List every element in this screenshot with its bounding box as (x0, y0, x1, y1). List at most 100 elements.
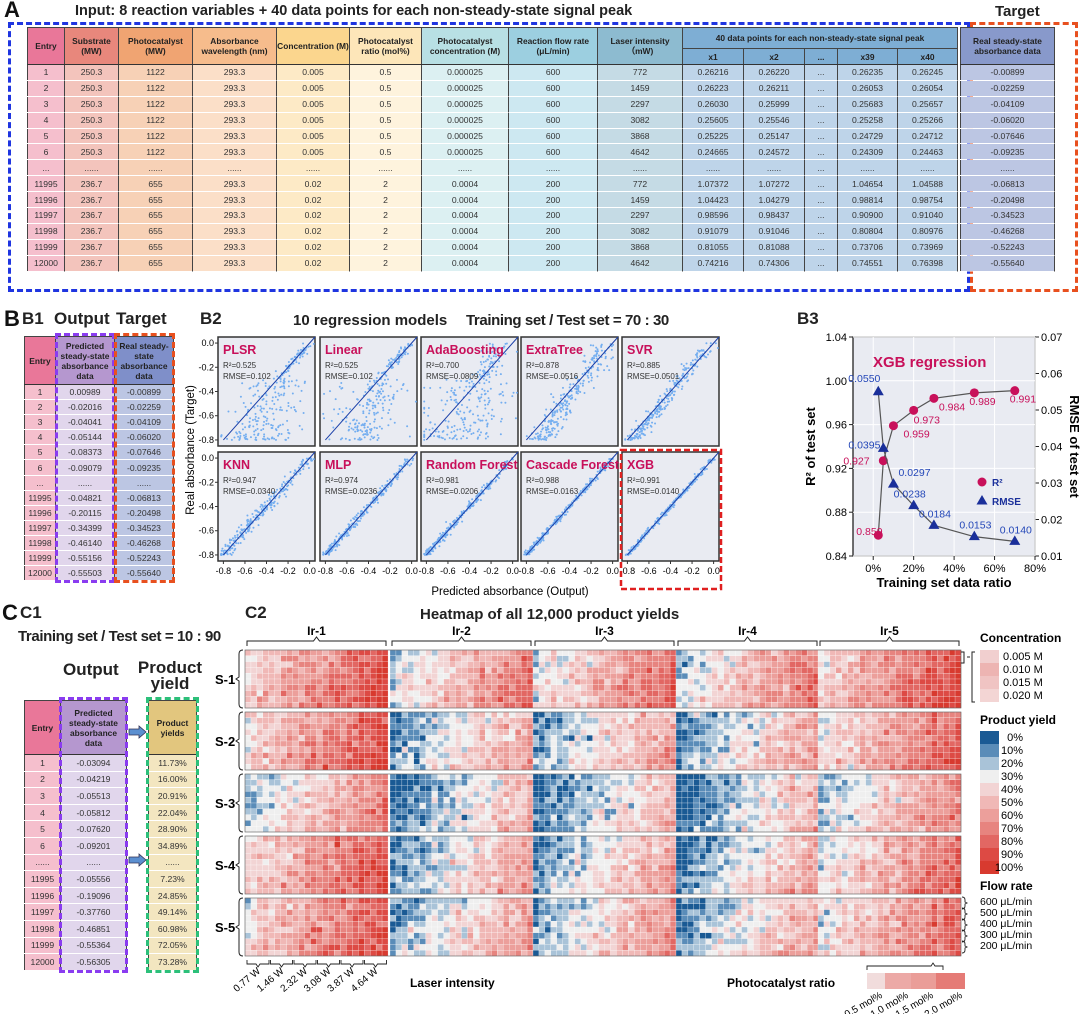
heatmap-cell (841, 661, 848, 668)
scatter-point (542, 427, 545, 430)
heatmap-cell (562, 673, 569, 680)
heatmap-cell (250, 764, 258, 771)
rmse-label: RMSE=0.102 (223, 372, 271, 381)
heatmap-cell (509, 740, 516, 747)
scatter-point (705, 342, 708, 345)
heatmap-cell (574, 684, 581, 691)
table-cell: 3868 (597, 128, 683, 145)
heatmap-cell (268, 649, 275, 656)
heatmap-cell (244, 702, 252, 709)
heatmap-cell (358, 723, 365, 730)
scatter-point (382, 396, 385, 399)
scatter-point (282, 394, 285, 397)
heatmap-cell (777, 696, 784, 703)
heatmap-cell (550, 684, 558, 691)
heatmap-cell (801, 690, 808, 697)
c1-yield-title: Product yield (137, 658, 203, 693)
heatmap-cell (771, 649, 778, 656)
heatmap-cell (841, 667, 848, 674)
scatter-point (268, 385, 271, 388)
scatter-point (645, 529, 648, 532)
chart-title: XGB regression (873, 354, 986, 371)
heatmap-cell (473, 711, 480, 718)
heatmap-cell (268, 729, 275, 736)
scatter-point (423, 411, 426, 414)
heatmap-cell (449, 655, 456, 662)
rmse-label: RMSE=0.0501 (627, 372, 680, 381)
scatter-point (274, 385, 277, 388)
heatmap-cell (515, 758, 522, 765)
heatmap-cell (520, 696, 528, 703)
heatmap-cell (859, 678, 866, 685)
heatmap-cell (419, 729, 426, 736)
scatter-point (312, 458, 315, 461)
heatmap-cell (515, 684, 522, 691)
table-cell: 0.26245 (897, 64, 959, 81)
scatter-point (249, 519, 252, 522)
scatter-point (543, 435, 546, 438)
scatter-point (322, 553, 325, 556)
heatmap-cell (443, 696, 450, 703)
heatmap-cell (574, 740, 581, 747)
heatmap-cell (401, 758, 409, 765)
heatmap-cell (455, 758, 462, 765)
heatmap-cell (544, 752, 552, 759)
heatmap-cell (652, 690, 659, 697)
scatter-point (282, 381, 285, 384)
scatter-point (249, 518, 252, 521)
scatter-point (477, 418, 480, 421)
scatter-point (241, 422, 244, 425)
scatter-point (504, 352, 507, 355)
scatter-point (277, 425, 280, 428)
scatter-point (299, 469, 302, 472)
heatmap-cell (395, 655, 403, 662)
heatmap-cell (497, 740, 504, 747)
heatmap-cell (473, 729, 480, 736)
scatter-point (274, 370, 277, 373)
heatmap-cell (520, 655, 528, 662)
heatmap-cell (586, 673, 593, 680)
scatter-point (460, 417, 463, 420)
heatmap-cell (616, 764, 623, 771)
heatmap-cell (262, 696, 270, 703)
r2-point (888, 421, 898, 431)
table-cell: 0.0004 (421, 175, 509, 193)
heatmap-cell (806, 661, 814, 668)
scatter-point (271, 426, 274, 429)
scatter-point (635, 433, 638, 436)
heatmap-cell (322, 684, 329, 691)
scatter-point (354, 523, 357, 526)
scatter-point (406, 458, 409, 461)
scatter-point (596, 470, 599, 473)
heatmap-cell (568, 729, 575, 736)
scatter-point (545, 529, 548, 532)
heatmap-cell (437, 702, 444, 709)
scatter-point (630, 428, 633, 431)
heatmap-cell (604, 673, 611, 680)
heatmap-cell (449, 711, 456, 718)
heatmap-cell (948, 696, 956, 703)
table-row: -0.00899 (960, 64, 1055, 81)
heatmap-cell (431, 711, 438, 718)
heatmap-cell (375, 702, 383, 709)
scatter-point (446, 533, 449, 536)
heatmap-cell (622, 740, 629, 747)
scatter-point (375, 395, 378, 398)
heatmap-cell (479, 684, 486, 691)
heatmap-cell (340, 667, 347, 674)
heatmap-cell (520, 649, 528, 656)
heatmap-cell (292, 655, 299, 662)
heatmap-cell (889, 696, 896, 703)
heatmap-cell (310, 690, 317, 697)
heatmap-cell (598, 723, 605, 730)
table-row: 11.73% (148, 754, 197, 772)
scatter-point (239, 435, 242, 438)
heatmap-cell (381, 649, 389, 656)
scatter-point (279, 424, 282, 427)
heatmap-cell (419, 673, 426, 680)
heatmap-cell (358, 667, 365, 674)
scatter-point (428, 428, 431, 431)
heatmap-cell (328, 717, 335, 724)
heatmap-cell (401, 690, 409, 697)
heatmap-cell (937, 702, 944, 709)
